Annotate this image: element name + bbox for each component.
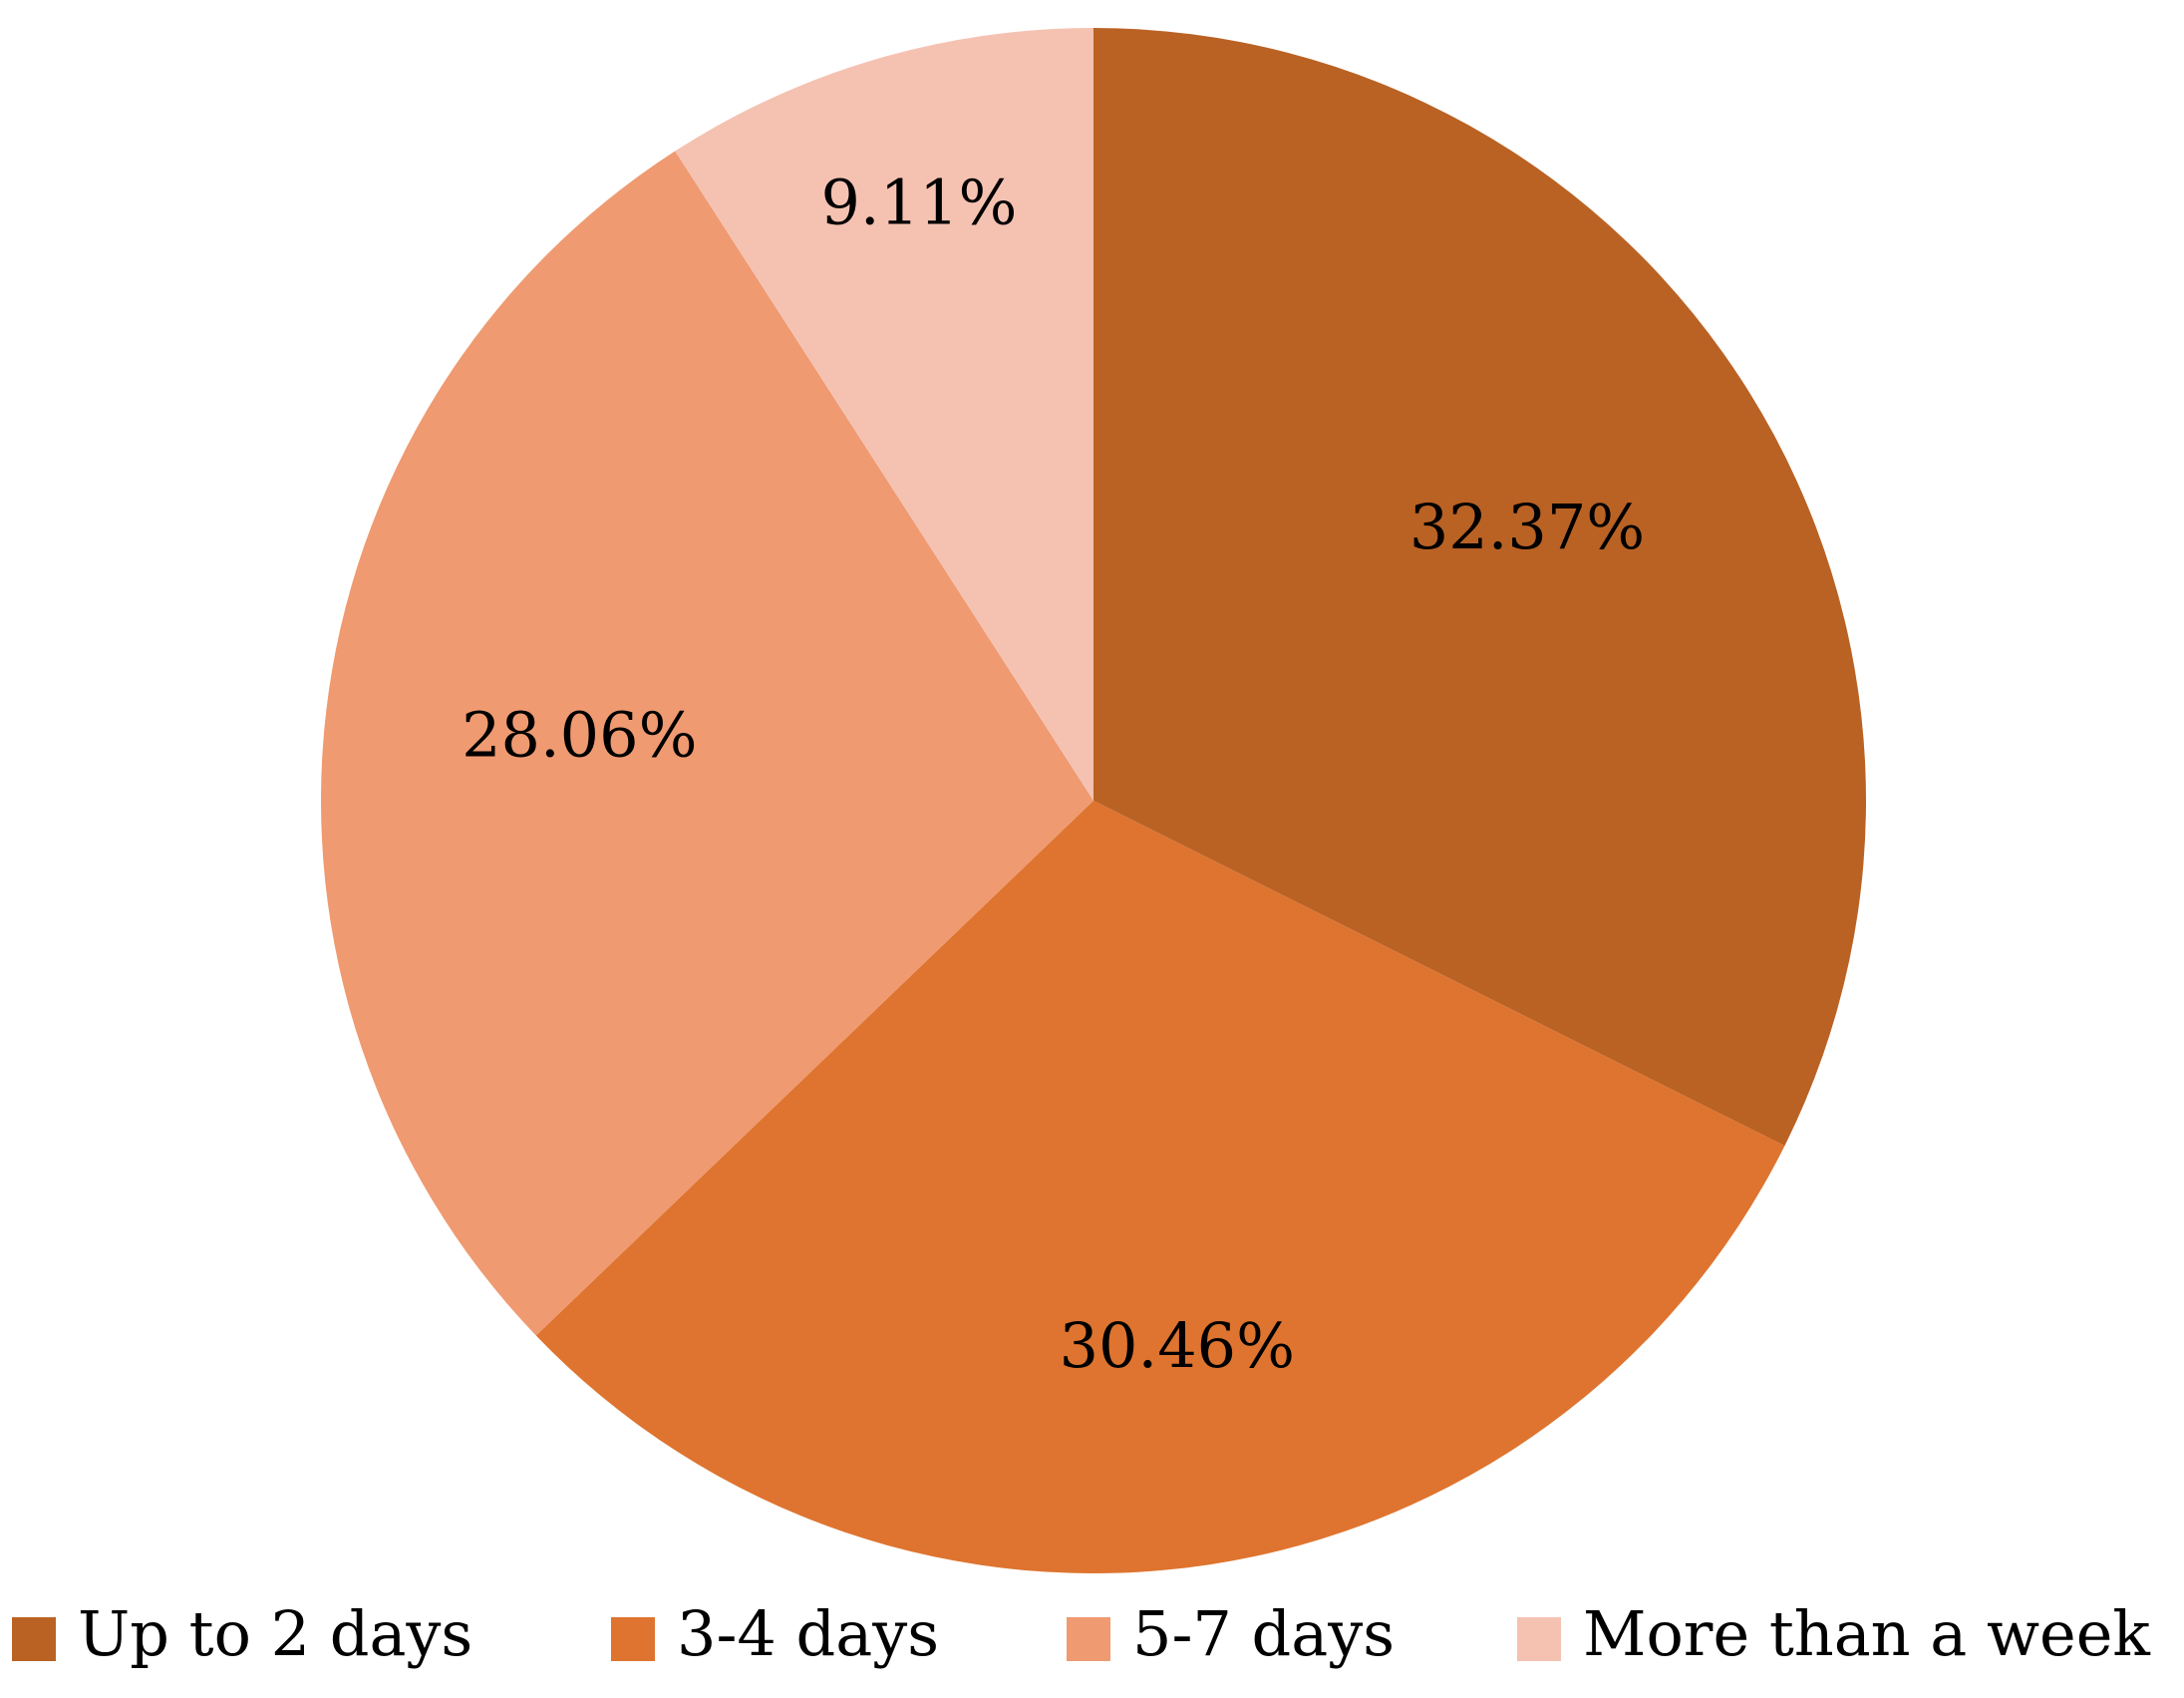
data-label-4: 9.11% xyxy=(820,166,1017,238)
data-label-1: 32.37% xyxy=(1409,491,1645,563)
legend-swatch-4 xyxy=(1517,1617,1561,1661)
legend-label-2: 3-4 days xyxy=(677,1597,939,1670)
pie-slice-1 xyxy=(1093,28,1866,1147)
legend: Up to 2 days 3-4 days 5-7 days More than a … xyxy=(12,1597,2150,1670)
legend-swatch-3 xyxy=(1067,1617,1110,1661)
data-label-3: 28.06% xyxy=(462,699,697,772)
pie-data-labels: 32.37% 30.46% 28.06% 9.11% xyxy=(462,166,1645,1381)
data-label-2: 30.46% xyxy=(1060,1309,1295,1382)
legend-label-3: 5-7 days xyxy=(1132,1597,1395,1670)
legend-swatch-1 xyxy=(12,1617,56,1661)
pie-slice-3 xyxy=(320,151,1093,1336)
pie-slices xyxy=(320,27,1866,1573)
pie-slice-2 xyxy=(535,801,1785,1573)
pie-slice-4 xyxy=(675,27,1093,801)
legend-swatch-2 xyxy=(611,1617,655,1661)
legend-label-4: More than a week xyxy=(1583,1597,2150,1670)
legend-label-1: Up to 2 days xyxy=(78,1597,472,1670)
